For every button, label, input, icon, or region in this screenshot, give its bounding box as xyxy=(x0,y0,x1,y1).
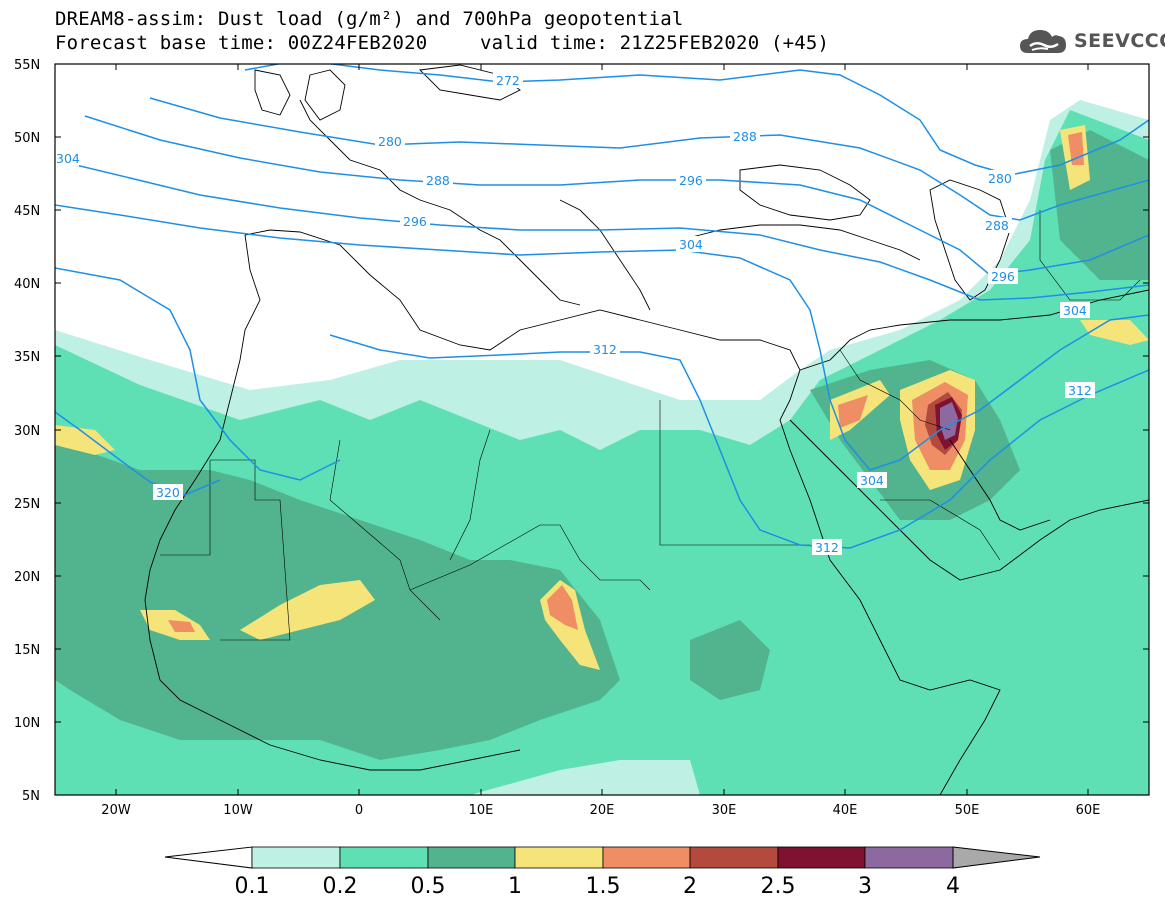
map-title: DREAM8-assim: Dust load (g/m²) and 700hP… xyxy=(55,8,684,30)
lat-label: 35N xyxy=(14,350,40,365)
legend-swatch xyxy=(251,846,341,869)
legend-swatch xyxy=(514,846,604,869)
contour-label: 304 xyxy=(860,473,884,488)
legend-label: 0.5 xyxy=(411,874,446,899)
lat-label: 30N xyxy=(14,424,40,439)
country-borders xyxy=(160,210,1141,641)
lon-label: 60E xyxy=(1076,803,1101,818)
legend-swatch xyxy=(427,846,516,869)
lat-label: 15N xyxy=(14,643,40,658)
lon-label: 40E xyxy=(833,803,858,818)
logo-text: SEEVCCC xyxy=(1074,30,1165,52)
lon-label: 20W xyxy=(101,803,131,818)
contour-label: 288 xyxy=(733,129,757,144)
lon-label: 20E xyxy=(590,803,615,818)
dust-level-0_5-sahel xyxy=(690,620,770,700)
legend-label: 1.5 xyxy=(586,874,621,899)
contour-label: 280 xyxy=(988,171,1012,186)
lon-label: 10E xyxy=(469,803,494,818)
legend-swatch xyxy=(777,846,866,869)
contour-labels: 272 280 288 288 296 296 304 304 304 312 … xyxy=(55,72,1095,555)
forecast-base-time: Forecast base time: 00Z24FEB2020 xyxy=(55,32,428,54)
legend-swatch xyxy=(339,846,429,869)
dust-level-1-east xyxy=(1080,320,1149,345)
legend-swatch xyxy=(689,846,779,869)
lat-label: 5N xyxy=(22,789,40,804)
longitude-axis xyxy=(115,64,1089,795)
dust-level-1_5-mauritania xyxy=(168,620,195,632)
contour-label: 296 xyxy=(991,269,1015,284)
legend-label: 4 xyxy=(946,874,960,899)
dust-level-1-sahara xyxy=(55,425,115,455)
contour-label: 312 xyxy=(593,342,617,357)
lon-label: 30E xyxy=(712,803,737,818)
contour-label: 288 xyxy=(426,173,450,188)
contour-label: 304 xyxy=(1063,303,1087,318)
geopotential-contours xyxy=(55,64,1149,549)
lon-label: 50E xyxy=(955,803,980,818)
lat-label: 50N xyxy=(14,131,40,146)
dust-level-1-mali xyxy=(240,580,375,640)
lon-label: 10W xyxy=(223,803,253,818)
valid-time: valid time: 21Z25FEB2020 (+45) xyxy=(480,32,830,54)
lat-label: 45N xyxy=(14,204,40,219)
dust-level-1_5-iraq xyxy=(838,395,868,428)
dust-level-3 xyxy=(940,402,958,440)
latitude-labels: 55N 50N 45N 40N 35N 30N 25N 20N 15N 10N … xyxy=(14,58,40,804)
legend-label: 0.2 xyxy=(323,874,358,899)
lat-label: 10N xyxy=(14,716,40,731)
contour-label: 304 xyxy=(679,237,703,252)
lat-label: 40N xyxy=(14,277,40,292)
longitude-labels: 20W 10W 0 10E 20E 30E 40E 50E 60E xyxy=(101,803,1100,818)
seevccc-logo: SEEVCCC xyxy=(1018,25,1165,57)
contour-label: 304 xyxy=(56,151,80,166)
contour-label: 312 xyxy=(1068,383,1092,398)
lat-label: 25N xyxy=(14,497,40,512)
legend-label: 2 xyxy=(683,874,697,899)
lat-label: 20N xyxy=(14,570,40,585)
dust-level-1_5-chad xyxy=(547,585,578,630)
legend-label: 0.1 xyxy=(235,874,270,899)
contour-label: 296 xyxy=(679,173,703,188)
contour-label: 320 xyxy=(156,485,180,500)
contour-label: 312 xyxy=(815,540,839,555)
contour-label: 280 xyxy=(378,134,402,149)
lon-label: 0 xyxy=(355,803,363,818)
latitude-axis xyxy=(55,63,1149,723)
legend-swatch xyxy=(864,846,954,869)
cloud-icon xyxy=(1020,30,1066,53)
legend-high-arrow xyxy=(952,846,1041,869)
legend-swatch xyxy=(602,846,691,869)
legend-label: 3 xyxy=(858,874,872,899)
legend-label: 1 xyxy=(508,874,522,899)
legend-low-arrow xyxy=(164,846,253,869)
contour-label: 288 xyxy=(985,218,1009,233)
legend-label: 2.5 xyxy=(761,874,796,899)
contour-label: 296 xyxy=(403,214,427,229)
lat-label: 55N xyxy=(14,58,40,73)
contour-label: 272 xyxy=(496,73,520,88)
